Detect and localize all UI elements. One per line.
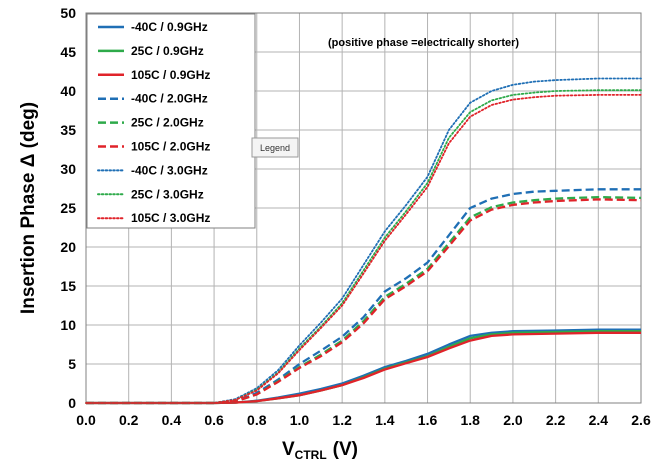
x-tick-label: 2.2: [546, 412, 566, 428]
series-line-6: [85, 77, 642, 404]
legend-entry: 105C / 3.0GHz: [131, 211, 210, 225]
series-line-5: [86, 198, 642, 405]
annotation: (positive phase =electrically shorter): [328, 37, 519, 49]
x-tick-label: 1.4: [375, 412, 395, 428]
x-tick-labels: 0.0 0.2 0.4 0.6 0.8 1.0 1.2 1.4 1.6 1.8 2.0 2.2 2.4 2…: [76, 412, 651, 428]
plot-area: [85, 12, 642, 404]
x-tick-label: 0.6: [204, 412, 224, 428]
y-tick-label: 5: [68, 356, 76, 372]
x-axis-title-sub: CTRL: [295, 448, 327, 462]
legend-entry: 25C / 2.0GHz: [131, 116, 204, 130]
series-line-1: [86, 330, 641, 405]
x-tick-label: 0.2: [119, 412, 139, 428]
series-line-2: [86, 331, 641, 405]
y-tick-label: 45: [60, 44, 76, 60]
legend-entry: -40C / 0.9GHz: [131, 20, 208, 34]
x-tick-label: 1.2: [332, 412, 352, 428]
series-group: [85, 77, 642, 405]
y-tick-label: 10: [60, 317, 76, 333]
x-tick-label: 2.6: [631, 412, 651, 428]
y-tick-label: 50: [60, 5, 76, 21]
x-axis-title: VCTRL (V): [282, 439, 358, 462]
legend-entry: 105C / 0.9GHz: [131, 68, 210, 82]
x-axis-title-main: V: [282, 439, 295, 460]
legend-entry: -40C / 3.0GHz: [131, 163, 208, 177]
tooltip-box: [251, 137, 299, 158]
legend-entry: 25C / 3.0GHz: [131, 187, 204, 201]
series-line-3: [86, 188, 641, 405]
y-tick-label: 25: [60, 200, 76, 216]
series-line-8: [85, 94, 642, 404]
x-tick-label: 1.6: [418, 412, 438, 428]
legend-tooltip: Legend: [251, 137, 299, 158]
x-tick-label: 0.4: [162, 412, 182, 428]
x-tick-label: 0.8: [247, 412, 267, 428]
legend-entry: 25C / 0.9GHz: [131, 44, 204, 58]
y-tick-label: 30: [60, 161, 76, 177]
x-tick-label: 1.0: [290, 412, 310, 428]
y-tick-label: 15: [60, 278, 76, 294]
y-tick-label: 0: [68, 395, 76, 411]
series-line-0: [86, 328, 641, 405]
x-tick-label: 2.0: [503, 412, 523, 428]
y-tick-label: 40: [60, 83, 76, 99]
y-tick-label: 35: [60, 122, 76, 138]
y-tick-labels: 0 5 10 15 20 25 30 35 40 45 50: [60, 5, 76, 411]
x-tick-label: 2.4: [589, 412, 609, 428]
legend-entry: 105C / 2.0GHz: [131, 140, 210, 154]
legend-entry: -40C / 2.0GHz: [131, 92, 208, 106]
x-axis-title-unit: (V): [333, 439, 358, 460]
x-tick-label: 1.8: [460, 412, 480, 428]
legend[interactable]: -40C / 0.9GHz 25C / 0.9GHz 105C / 0.9GHz -4…: [86, 13, 256, 229]
tooltip-text: Legend: [260, 143, 290, 153]
y-tick-label: 20: [60, 239, 76, 255]
y-axis-title: Insertion Phase Δ (deg): [18, 102, 39, 314]
x-tick-label: 0.0: [76, 412, 96, 428]
